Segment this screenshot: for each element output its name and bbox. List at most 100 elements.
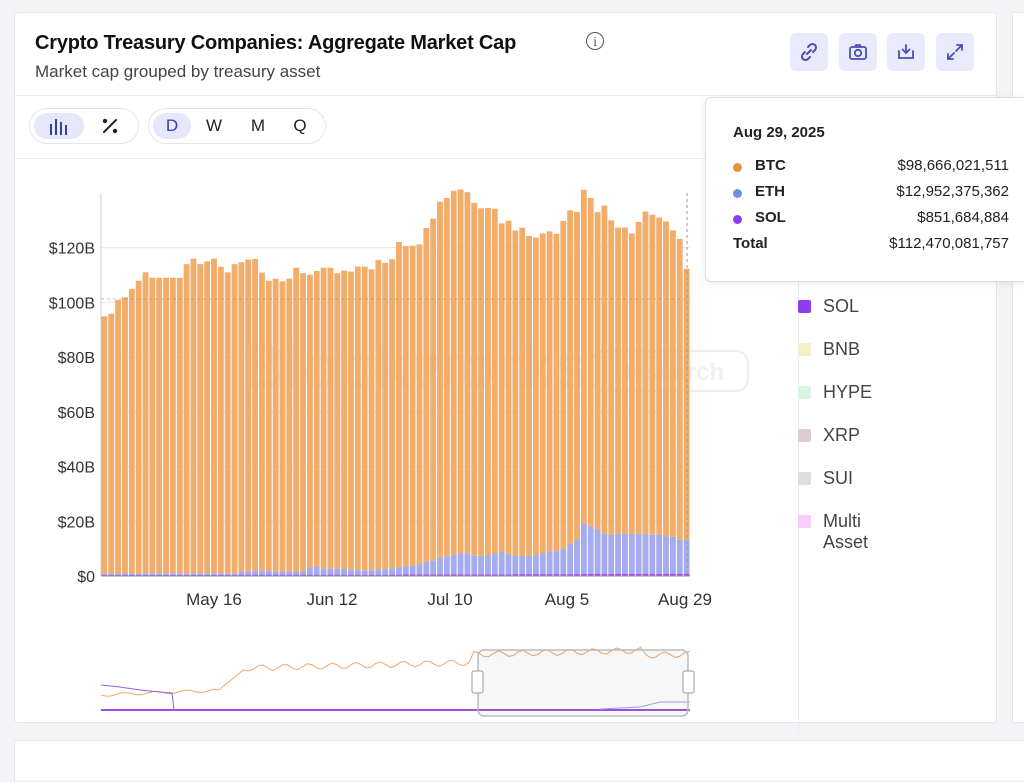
legend-label: SOL: [823, 296, 860, 316]
bar-sol: [320, 574, 327, 576]
bar-btc: [423, 228, 430, 562]
chart-toolbar: D W M Q: [15, 96, 996, 159]
interval-group: D W M Q: [148, 108, 326, 144]
bar-sol: [443, 574, 450, 576]
bar-btc: [396, 241, 402, 568]
bar-eth: [334, 568, 341, 575]
bar-sol: [300, 574, 306, 576]
bar-sol: [361, 574, 368, 576]
link-icon: [800, 42, 818, 62]
bar-eth: [485, 555, 491, 575]
bar-eth: [245, 571, 252, 575]
expand-icon: [947, 44, 963, 60]
y-tick-label: $60B: [58, 405, 95, 422]
bar-sol: [601, 573, 608, 576]
bar-btc: [327, 267, 334, 569]
bar-btc: [204, 261, 211, 574]
legend-label: XRP: [823, 425, 861, 445]
navigator-handle-right[interactable]: [682, 670, 695, 694]
bar-btc: [115, 299, 122, 574]
bar-eth: [122, 573, 128, 575]
bar-sol: [231, 574, 238, 576]
bar-eth: [505, 554, 512, 575]
tooltip-total-value: $112,470,081,757: [889, 235, 1009, 252]
screenshot-button[interactable]: [839, 33, 877, 71]
navigator-handle-left[interactable]: [471, 670, 484, 694]
navigator-window[interactable]: [477, 649, 689, 717]
bar-sol: [553, 574, 560, 576]
bar-eth: [265, 570, 272, 575]
bar-btc: [485, 208, 491, 556]
bar-eth: [423, 561, 430, 575]
bar-eth: [663, 536, 669, 574]
bar-btc: [608, 220, 615, 535]
bar-btc: [163, 277, 169, 574]
bar-btc: [211, 258, 217, 574]
bar-sol: [628, 573, 635, 576]
bar-chart-toggle[interactable]: [34, 113, 84, 139]
bar-sol: [567, 574, 574, 576]
bar-btc: [587, 197, 594, 527]
bar-sol: [245, 574, 252, 576]
bar-btc: [669, 230, 676, 537]
bar-btc: [176, 277, 183, 574]
bar-btc: [416, 244, 423, 565]
bar-sol: [649, 573, 656, 576]
bar-btc: [354, 266, 361, 571]
interval-month[interactable]: M: [250, 116, 266, 135]
bar-btc: [300, 273, 306, 572]
interval-day[interactable]: D: [153, 113, 191, 139]
bar-eth: [396, 567, 402, 575]
bar-eth: [512, 556, 519, 575]
expand-button[interactable]: [936, 33, 974, 71]
bar-sol: [409, 574, 416, 576]
bar-eth: [176, 573, 183, 575]
tooltip-label: SOL: [755, 209, 786, 226]
bar-eth: [669, 536, 676, 574]
bar-eth: [656, 534, 663, 574]
tooltip-value: $12,952,375,362: [896, 183, 1009, 200]
bar-btc: [142, 272, 149, 574]
bar-btc: [635, 221, 642, 534]
bar-sol: [464, 574, 471, 576]
bar-eth: [553, 551, 560, 575]
bar-sol: [156, 574, 163, 576]
bar-btc: [265, 280, 272, 571]
bar-eth: [224, 573, 231, 575]
bar-sol: [498, 574, 505, 576]
bar-sol: [306, 574, 313, 576]
interval-quarter[interactable]: Q: [293, 116, 307, 135]
bar-sol: [183, 574, 190, 576]
bar-eth: [430, 560, 437, 575]
bar-eth: [108, 573, 115, 575]
bar-sol: [532, 574, 539, 576]
bar-btc: [402, 246, 409, 567]
bar-sol: [204, 574, 211, 576]
percent-toggle[interactable]: [88, 113, 132, 139]
navigator-eth-early-line: [100, 684, 175, 711]
bar-sol: [478, 574, 485, 576]
bar-sol: [594, 573, 601, 576]
camera-icon: [849, 44, 867, 60]
bar-sol: [663, 573, 669, 576]
bar-chart-icon: [50, 119, 67, 135]
bar-eth: [546, 551, 553, 575]
interval-week[interactable]: W: [205, 116, 223, 135]
bar-sol: [587, 573, 594, 576]
bar-eth: [348, 569, 354, 575]
y-tick-label: $120B: [49, 241, 95, 258]
bar-eth: [279, 571, 286, 575]
bar-btc: [443, 197, 450, 557]
download-button[interactable]: [887, 33, 925, 71]
link-button[interactable]: [790, 33, 828, 71]
bar-sol: [546, 574, 553, 576]
info-icon[interactable]: i: [586, 32, 604, 50]
bar-sol: [375, 574, 382, 576]
chart-type-group: [29, 108, 139, 144]
bar-btc: [457, 189, 464, 554]
bar-eth: [649, 534, 656, 574]
bar-eth: [327, 568, 334, 575]
bar-sol: [101, 574, 108, 576]
bar-eth: [300, 571, 306, 575]
sol-dot: [733, 215, 742, 224]
